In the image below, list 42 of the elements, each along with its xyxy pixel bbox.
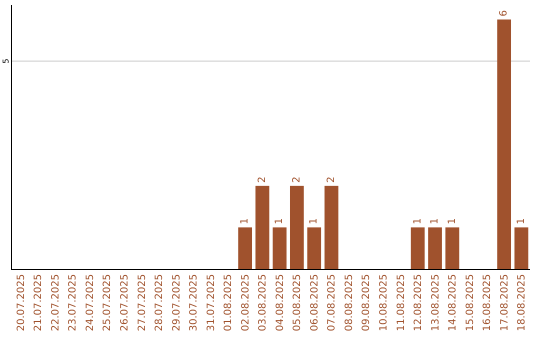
x-tick-label: 10.08.2025 <box>378 274 390 332</box>
data-label: 2 <box>256 176 268 183</box>
x-tick-label: 17.08.2025 <box>499 274 510 332</box>
x-tick-label: 21.07.2025 <box>33 274 44 332</box>
x-tick-label: 04.08.2025 <box>274 274 286 332</box>
x-tick-label: 18.08.2025 <box>516 274 528 332</box>
data-label: 1 <box>516 218 527 224</box>
x-tick-label: 20.07.2025 <box>16 274 27 332</box>
x-tick-label: 24.07.2025 <box>84 274 96 332</box>
x-tick-label: 01.08.2025 <box>223 274 234 332</box>
data-label: 1 <box>446 218 458 224</box>
x-tick-label: 22.07.2025 <box>50 274 62 332</box>
x-tick-label: 11.08.2025 <box>396 274 407 332</box>
x-tick-label: 02.08.2025 <box>240 274 252 332</box>
data-label: 6 <box>498 10 510 17</box>
x-tick-label: 27.07.2025 <box>136 274 148 332</box>
x-tick-label: 31.07.2025 <box>206 274 217 332</box>
ref-line-label: 5 <box>1 58 10 64</box>
x-tick-label: 07.08.2025 <box>326 274 338 332</box>
data-label: 1 <box>240 218 251 224</box>
data-label: 1 <box>430 218 441 224</box>
data-label: 2 <box>291 176 302 183</box>
data-label: 1 <box>274 218 286 224</box>
x-tick-label: 29.07.2025 <box>171 274 182 332</box>
x-tick-label: 30.07.2025 <box>188 274 200 332</box>
x-tick-label: 15.08.2025 <box>464 274 476 332</box>
data-label: 1 <box>308 218 320 224</box>
x-tick-label: 25.07.2025 <box>102 274 114 332</box>
data-label: 1 <box>412 218 424 224</box>
x-tick-label: 06.08.2025 <box>309 274 320 332</box>
x-tick-label: 16.08.2025 <box>482 274 494 332</box>
x-tick-label: 08.08.2025 <box>344 274 355 332</box>
x-tick-label: 14.08.2025 <box>448 274 459 332</box>
x-tick-label: 12.08.2025 <box>413 274 424 332</box>
x-tick-label: 05.08.2025 <box>292 274 304 332</box>
x-tick-label: 26.07.2025 <box>119 274 130 332</box>
x-tick-label: 28.07.2025 <box>154 274 166 332</box>
x-tick-label: 13.08.2025 <box>430 274 442 332</box>
data-label: 2 <box>326 176 337 183</box>
x-tick-label: 03.08.2025 <box>258 274 269 332</box>
x-tick-label: 09.08.2025 <box>361 274 372 332</box>
x-tick-label: 23.07.2025 <box>68 274 79 332</box>
